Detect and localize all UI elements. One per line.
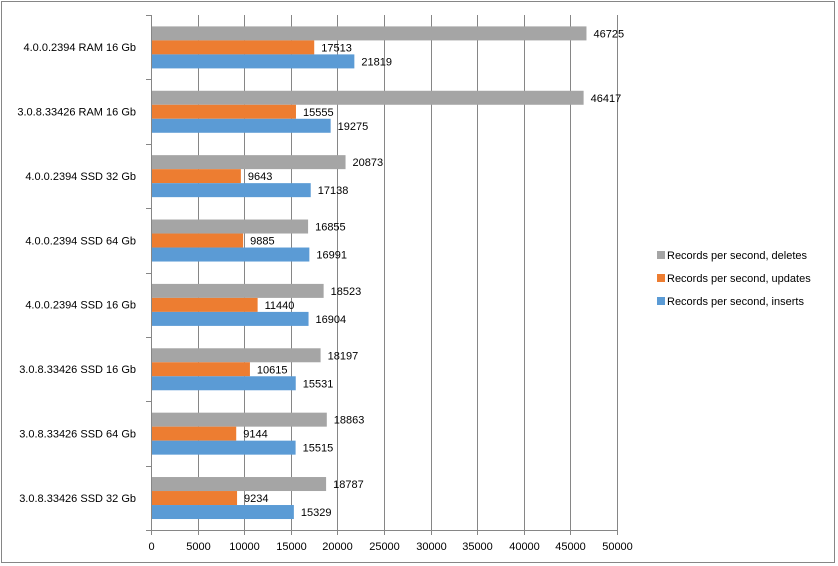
x-tick-label: 50000	[602, 541, 633, 553]
data-label: 19275	[338, 121, 369, 133]
category-label: 3.0.8.33426 SSD 16 Gb	[19, 364, 136, 376]
bar	[152, 26, 587, 41]
data-label: 16991	[316, 250, 347, 262]
bar	[152, 491, 238, 506]
bar	[152, 348, 321, 363]
bar	[152, 362, 250, 377]
bar	[152, 155, 346, 170]
legend-swatch	[657, 274, 665, 282]
legend-entry: Records per second, inserts	[667, 296, 804, 308]
legend-entry: Records per second, updates	[667, 273, 811, 285]
data-label: 15329	[301, 507, 332, 519]
data-label: 17138	[318, 185, 349, 197]
bar	[152, 40, 315, 55]
bar	[152, 247, 310, 262]
category-label: 4.0.0.2394 SSD 32 Gb	[25, 171, 136, 183]
data-label: 9144	[243, 429, 267, 441]
x-tick-label: 0	[148, 541, 154, 553]
bar	[152, 412, 327, 427]
x-tick-label: 5000	[186, 541, 210, 553]
data-label: 16904	[316, 314, 347, 326]
category-label: 3.0.8.33426 RAM 16 Gb	[17, 107, 136, 119]
x-tick-label: 20000	[322, 541, 353, 553]
bar	[152, 440, 296, 455]
legend-entry: Records per second, deletes	[667, 250, 808, 262]
data-label: 9643	[248, 171, 272, 183]
data-label: 18523	[331, 286, 362, 298]
bar	[152, 376, 296, 391]
x-tick-label: 35000	[462, 541, 493, 553]
bar	[152, 477, 327, 492]
bar	[152, 104, 296, 119]
category-label: 4.0.0.2394 RAM 16 Gb	[23, 42, 136, 54]
x-tick-label: 40000	[509, 541, 540, 553]
data-label: 21819	[361, 56, 392, 68]
data-label: 11440	[265, 300, 295, 312]
x-tick-label: 25000	[369, 541, 400, 553]
data-label: 9234	[244, 493, 268, 505]
axes: 0 5000 10000 15000 20000 25000 30000 35000 40000…	[146, 15, 633, 553]
data-label: 46417	[591, 93, 622, 105]
legend-swatch	[657, 251, 665, 259]
data-label: 18787	[333, 479, 364, 491]
bar	[152, 233, 244, 248]
data-label: 46725	[593, 28, 624, 40]
labels: 4.0.0.2394 RAM 16 Gb 46725 17513 21819 3.0.8…	[17, 28, 624, 519]
x-tick-label: 30000	[416, 541, 447, 553]
bar	[152, 183, 311, 198]
bar	[152, 426, 237, 441]
data-label: 15555	[303, 107, 334, 119]
data-label: 9885	[250, 236, 274, 248]
data-label: 20873	[353, 157, 384, 169]
x-tick-label: 10000	[229, 541, 260, 553]
data-label: 18197	[328, 350, 359, 362]
x-tick-label: 15000	[276, 541, 307, 553]
category-label: 4.0.0.2394 SSD 16 Gb	[25, 300, 136, 312]
category-label: 3.0.8.33426 SSD 32 Gb	[19, 493, 136, 505]
data-label: 17513	[321, 42, 352, 54]
bar	[152, 90, 584, 105]
legend-swatch	[657, 297, 665, 305]
category-label: 4.0.0.2394 SSD 64 Gb	[25, 235, 136, 247]
bar	[152, 118, 331, 133]
bar	[152, 169, 241, 184]
x-tick-label: 45000	[555, 541, 586, 553]
data-label: 18863	[334, 415, 365, 427]
bar	[152, 54, 355, 69]
bar	[152, 219, 309, 234]
bar	[152, 283, 324, 298]
data-label: 16855	[315, 222, 346, 234]
data-label: 10615	[257, 364, 288, 376]
category-label: 3.0.8.33426 SSD 64 Gb	[19, 428, 136, 440]
legend: Records per second, deletes Records per s…	[657, 250, 811, 308]
bar	[152, 311, 309, 326]
data-label: 15515	[303, 443, 334, 455]
bars	[152, 26, 587, 520]
bar	[152, 297, 258, 312]
data-label: 15531	[303, 378, 334, 390]
bar	[152, 505, 294, 520]
